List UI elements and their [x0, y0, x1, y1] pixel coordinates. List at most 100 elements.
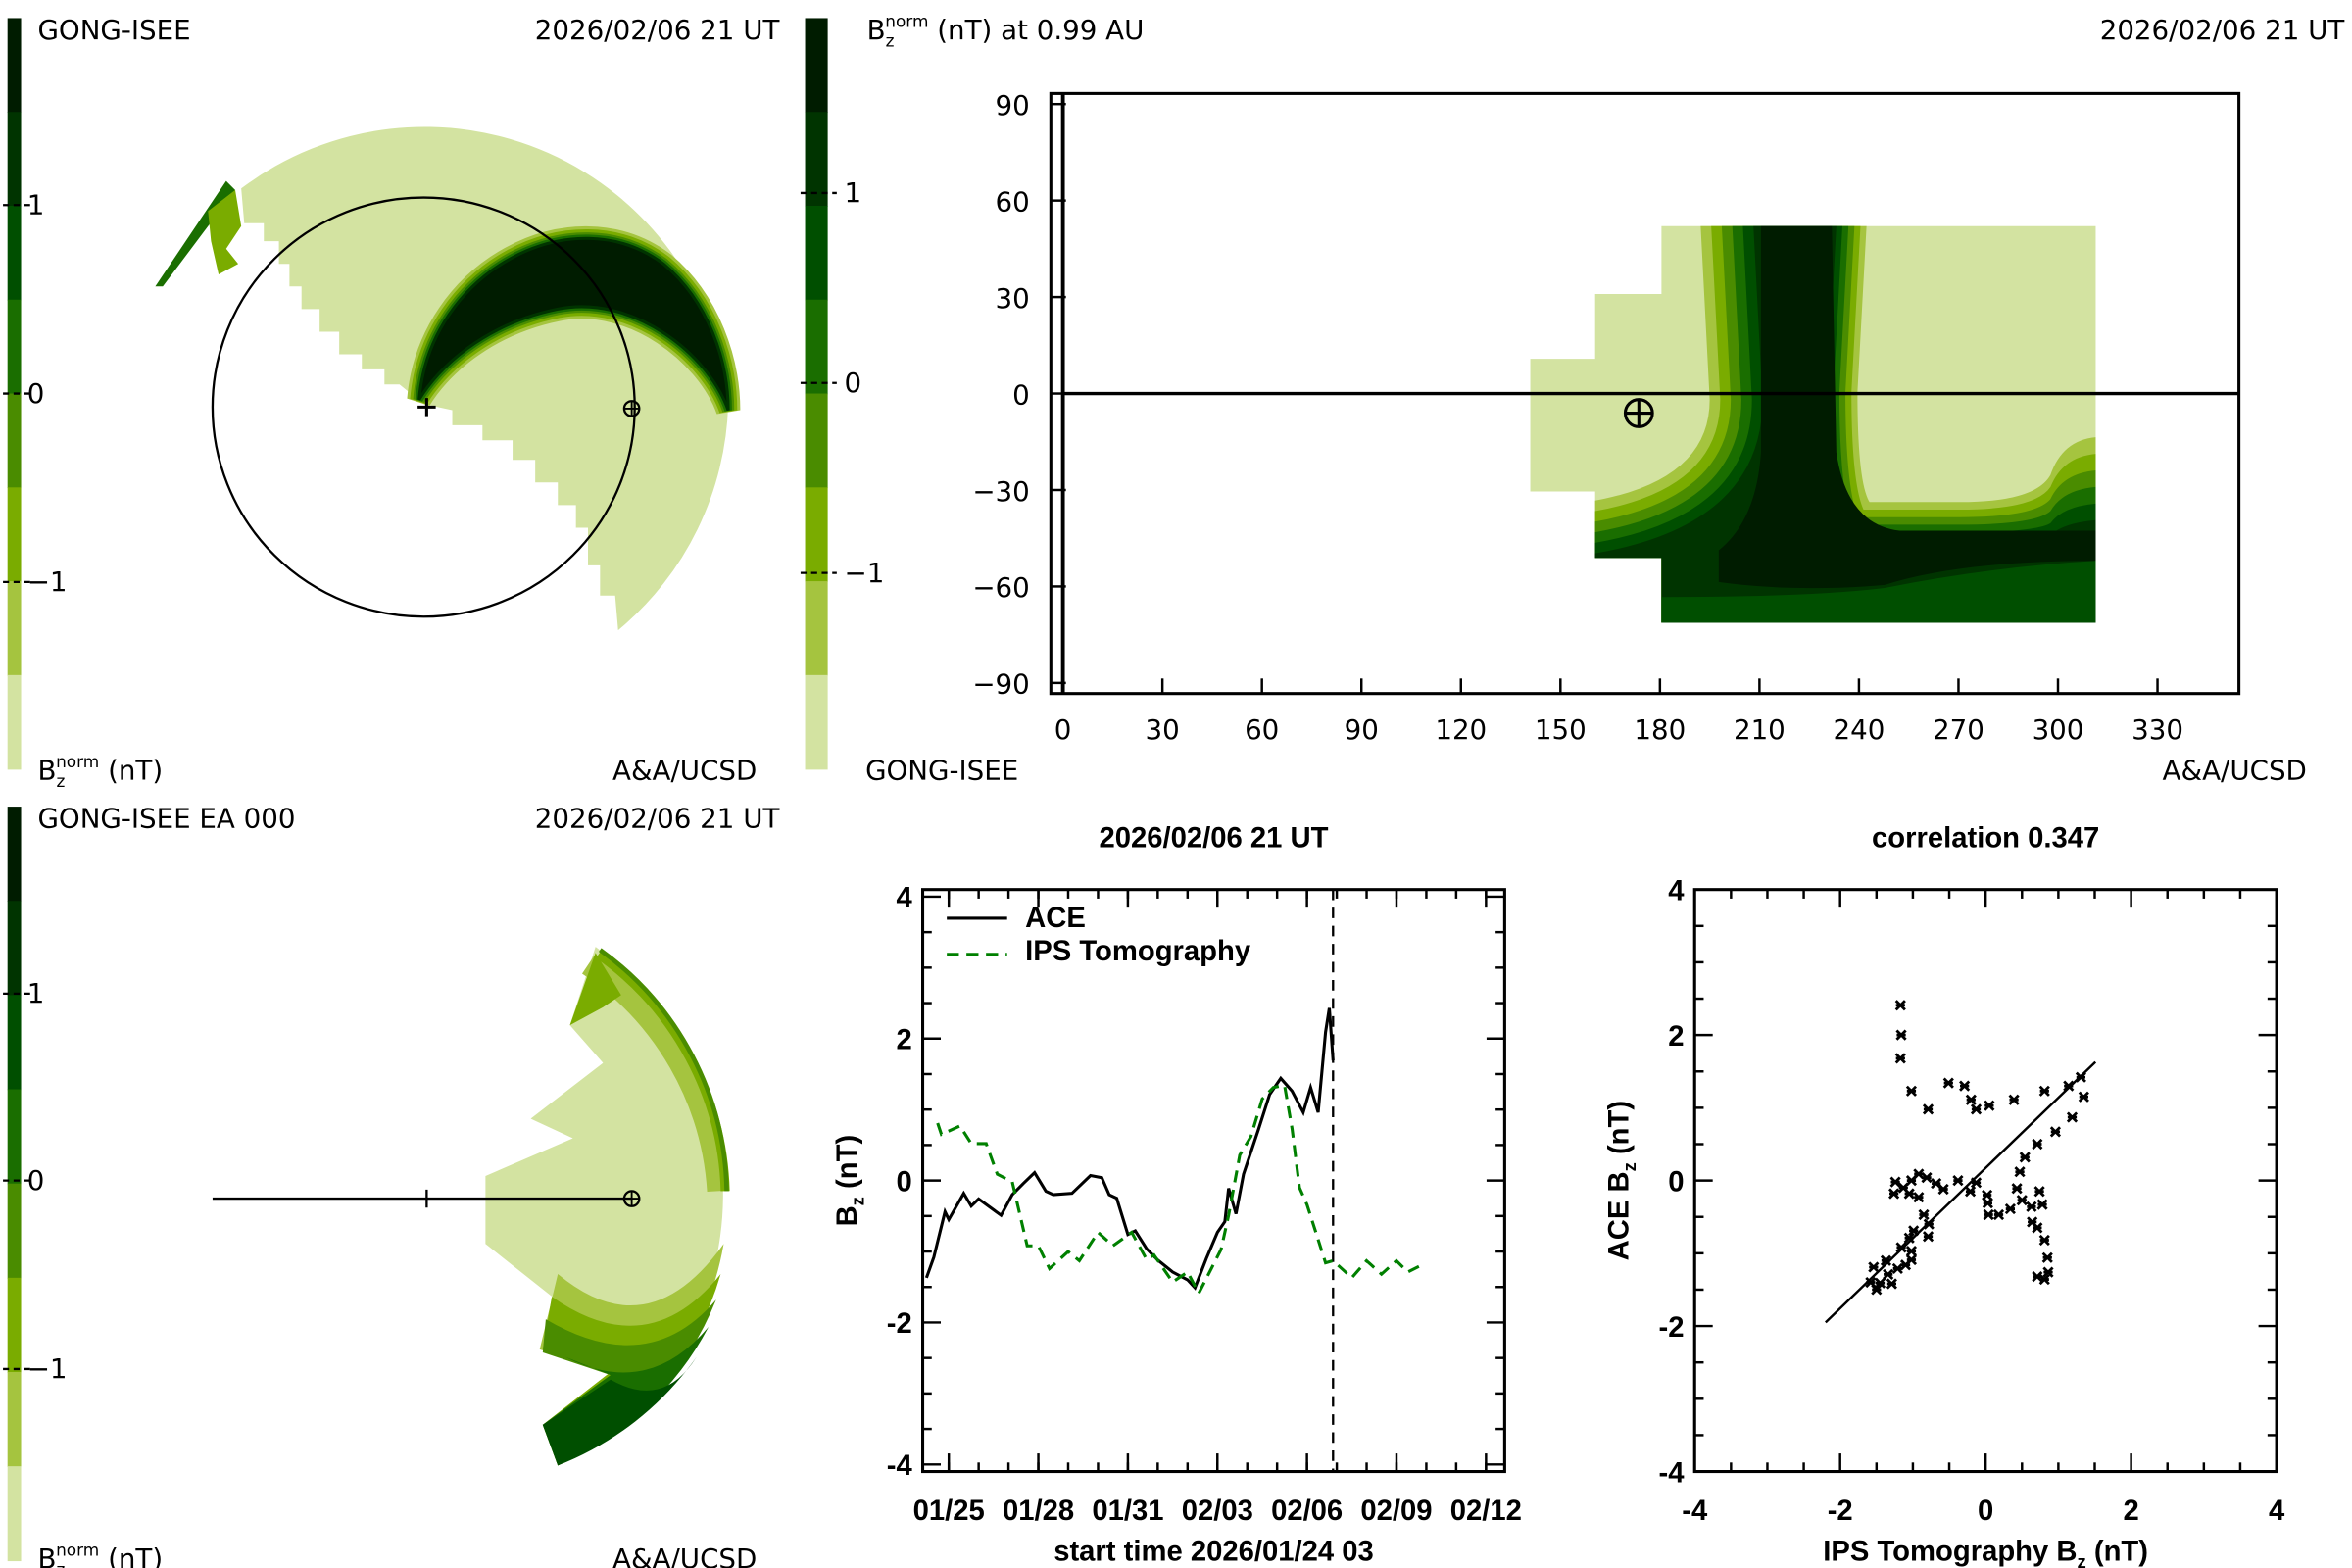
y-tick-label: -4 — [1658, 1457, 1685, 1489]
scatter-point — [1970, 1103, 1983, 1115]
map-date: 2026/02/06 21 UT — [2100, 14, 2345, 46]
scatter-point — [2078, 1091, 2089, 1102]
scatter-point — [1894, 1000, 1906, 1011]
y-tick-label: -4 — [887, 1450, 913, 1482]
x-tick-label: 30 — [1146, 713, 1180, 746]
panel-source: GONG-ISEE EA 000 — [37, 803, 295, 835]
y-tick-label: 4 — [897, 883, 913, 914]
y-tick-label: 0 — [897, 1166, 912, 1198]
scatter-point — [1964, 1186, 1977, 1198]
x-tick-label: 270 — [1933, 713, 1984, 746]
credit: A&A/UCSD — [612, 754, 757, 786]
scatter-point — [1895, 1242, 1907, 1253]
colorbar-tick-label: −1 — [27, 565, 68, 598]
plot-frame — [921, 888, 1506, 1474]
x-tick-label: 210 — [1734, 713, 1786, 746]
panel-date: 2026/02/06 21 UT — [535, 803, 780, 835]
scatter-point — [2032, 1138, 2043, 1151]
colorbar-swatch — [7, 901, 22, 997]
scatter-point — [1905, 1246, 1918, 1257]
scatter-point — [2042, 1266, 2054, 1278]
scatter-point — [1903, 1232, 1915, 1244]
y-tick-label: -2 — [1658, 1312, 1684, 1344]
scatter-point — [2075, 1071, 2086, 1083]
y-tick-label: −90 — [972, 668, 1029, 701]
scatter-point — [2034, 1186, 2045, 1198]
scatter-point — [2038, 1273, 2050, 1286]
x-tick-label: 240 — [1833, 713, 1885, 746]
scatter-point — [1922, 1231, 1935, 1243]
earth-orbit-circle — [211, 196, 636, 618]
colorbar-tick-label: −1 — [27, 1352, 68, 1385]
colorbar-swatch — [805, 299, 828, 395]
scatter-point — [2038, 1085, 2050, 1097]
scatter-point — [1868, 1261, 1880, 1273]
bz-lower-band — [542, 1356, 697, 1466]
colorbar-tick-label: 0 — [27, 1164, 45, 1197]
x-tick-label: 180 — [1634, 713, 1686, 746]
scatter-point — [1908, 1225, 1920, 1237]
colorbar-swatch — [805, 581, 828, 676]
scatter-point — [1905, 1085, 1918, 1097]
scatter-point — [1959, 1080, 1971, 1092]
x-tick-label: 01/31 — [1092, 1495, 1163, 1527]
scatter-point — [1891, 1262, 1903, 1275]
colorbar-swatch — [7, 1089, 22, 1185]
chart-title: 2026/02/06 21 UT — [1100, 823, 1329, 855]
bz-time-series-chart: 2026/02/06 21 UT start time 2026/01/24 0… — [832, 823, 1522, 1568]
bz-dark-core — [1718, 225, 2096, 589]
x-tick-label: 02/12 — [1450, 1495, 1522, 1527]
scatter-point — [1888, 1188, 1900, 1200]
x-tick-label: 02/03 — [1182, 1495, 1253, 1527]
x-axis-label: IPS Tomography Bz (nT) — [1823, 1536, 2148, 1568]
scatter-point — [2036, 1199, 2048, 1210]
bz-upper-notch — [569, 953, 621, 1026]
x-tick-label: 02/06 — [1271, 1495, 1343, 1527]
map-credit: A&A/UCSD — [2163, 754, 2307, 786]
colorbar-tick-label: 1 — [27, 188, 45, 220]
colorbar-swatch — [805, 18, 828, 113]
sun-plus-icon — [417, 398, 436, 416]
colorbar-swatch — [7, 112, 22, 207]
bz-rim-band — [598, 948, 729, 1192]
bz-sliver-light — [208, 189, 242, 274]
y-tick-label: 2 — [897, 1025, 912, 1056]
colorbar-tick-label: 0 — [845, 367, 862, 399]
colorbar-swatch — [805, 112, 828, 207]
colorbar-swatch — [805, 674, 828, 770]
credit: A&A/UCSD — [612, 1543, 757, 1568]
x-tick-label: -2 — [1828, 1495, 1853, 1527]
scatter-point — [1886, 1278, 1897, 1290]
scatter-point — [2049, 1126, 2062, 1138]
panel-source: GONG-ISEE — [37, 14, 190, 46]
legend-label-ace: ACE — [1025, 903, 1086, 934]
scatter-point — [1903, 1188, 1915, 1200]
scatter-point — [1894, 1053, 1906, 1064]
bz-light-region — [241, 126, 729, 631]
scatter-point — [2019, 1152, 2031, 1163]
scatter-point — [2041, 1251, 2053, 1263]
bz-dark-crescent — [407, 226, 741, 415]
colorbar-swatch — [7, 581, 22, 676]
scatter-point — [2032, 1222, 2043, 1234]
y-tick-label: 60 — [996, 185, 1030, 218]
colorbar-tick-label: 1 — [845, 176, 862, 209]
plot-frame — [1692, 888, 2278, 1474]
scatter-point — [1865, 1276, 1877, 1289]
y-tick-label: −60 — [972, 571, 1029, 604]
scatter-point — [1992, 1208, 2005, 1221]
x-tick-label: 02/09 — [1360, 1495, 1432, 1527]
colorbar-swatch — [7, 1372, 22, 1467]
colorbar-swatch — [805, 393, 828, 489]
x-tick-label: 90 — [1345, 713, 1379, 746]
bz-scatter-chart: correlation 0.347 IPS Tomography Bz (nT)… — [1604, 823, 2285, 1568]
x-axis-label: start time 2026/01/24 03 — [1054, 1536, 1374, 1567]
scatter-point — [2016, 1195, 2028, 1206]
colorbar-swatch — [7, 1466, 22, 1562]
x-tick-label: 330 — [2132, 713, 2183, 746]
bz-contour-bands — [1594, 225, 2096, 623]
scatter-point — [1983, 1208, 1994, 1221]
colorbar-swatch — [7, 487, 22, 582]
scatter-point — [2011, 1183, 2023, 1195]
